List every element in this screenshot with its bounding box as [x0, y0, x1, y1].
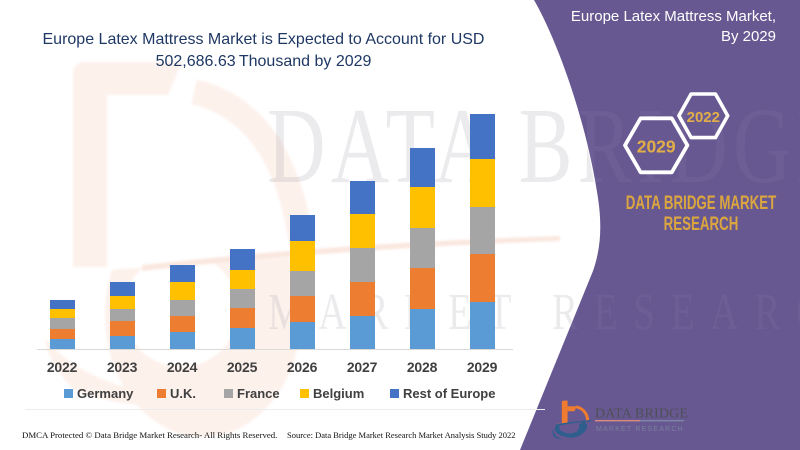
svg-text:DATA BRIDGE: DATA BRIDGE: [595, 406, 688, 421]
svg-text:MARKET RESEARCH: MARKET RESEARCH: [596, 426, 684, 433]
svg-text:2022: 2022: [687, 109, 720, 126]
svg-text:2029: 2029: [637, 136, 676, 156]
